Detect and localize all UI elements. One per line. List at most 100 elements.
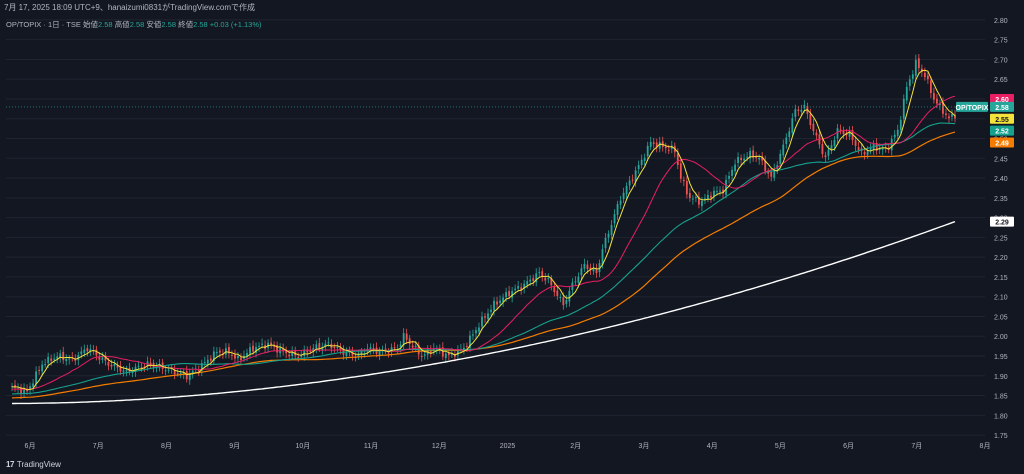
candle-body bbox=[601, 249, 604, 265]
candle-body bbox=[185, 370, 188, 380]
symbol-legend[interactable]: OP/TOPIX · 1日 · TSE 始値2.58 高値2.58 安値2.58… bbox=[6, 19, 262, 30]
candle-body bbox=[731, 169, 733, 176]
candle-body bbox=[800, 109, 803, 112]
candle-body bbox=[568, 290, 571, 302]
candle-body bbox=[655, 142, 658, 148]
candle-body bbox=[607, 233, 610, 238]
candle-body bbox=[713, 190, 715, 197]
candle-body bbox=[535, 273, 538, 283]
candle-body bbox=[634, 170, 637, 182]
price-tick-label: 2.45 bbox=[994, 156, 1008, 163]
candle-body bbox=[86, 348, 89, 352]
candle-body bbox=[688, 193, 691, 198]
candle-body bbox=[794, 109, 797, 117]
candle-body bbox=[300, 355, 303, 357]
candle-body bbox=[502, 297, 504, 302]
candle-body bbox=[89, 349, 92, 352]
price-tick-label: 2.10 bbox=[994, 295, 1008, 302]
candle-body bbox=[604, 237, 607, 249]
candle-body bbox=[101, 357, 104, 360]
candle-body bbox=[628, 180, 631, 186]
candle-body bbox=[149, 362, 152, 365]
candle-series bbox=[11, 54, 956, 399]
candle-body bbox=[336, 346, 339, 348]
candle-body bbox=[261, 343, 263, 345]
candle-body bbox=[598, 263, 601, 273]
time-tick-label: 11月 bbox=[364, 442, 378, 450]
candle-body bbox=[788, 131, 791, 138]
ma-line-pink bbox=[11, 95, 956, 390]
candle-body bbox=[616, 204, 619, 215]
candle-body bbox=[679, 163, 682, 179]
candle-body bbox=[743, 158, 746, 161]
candle-body bbox=[472, 334, 474, 336]
price-axis: 2.802.752.702.652.602.552.502.452.402.35… bbox=[994, 18, 1008, 440]
candle-body bbox=[137, 365, 140, 367]
price-tick-label: 2.20 bbox=[994, 255, 1008, 262]
candle-body bbox=[797, 109, 800, 111]
time-tick-label: 9月 bbox=[229, 442, 240, 450]
candle-body bbox=[357, 354, 360, 357]
candle-body bbox=[758, 157, 761, 160]
candle-body bbox=[363, 352, 366, 354]
candle-body bbox=[402, 333, 405, 346]
candle-body bbox=[164, 370, 167, 372]
candle-body bbox=[107, 362, 110, 366]
candle-body bbox=[113, 364, 116, 367]
candle-body bbox=[345, 352, 348, 356]
candle-body bbox=[20, 387, 22, 394]
candle-body bbox=[691, 198, 694, 200]
brand-footer[interactable]: 17 TradingView bbox=[6, 460, 61, 469]
price-tag-label: OP/TOPIX bbox=[956, 105, 989, 112]
candle-body bbox=[553, 286, 556, 293]
candle-body bbox=[716, 191, 718, 193]
candle-body bbox=[761, 156, 764, 161]
candle-body bbox=[384, 348, 387, 351]
candle-body bbox=[309, 350, 312, 352]
candle-body bbox=[833, 139, 836, 146]
candle-body bbox=[411, 345, 414, 348]
candle-body bbox=[282, 348, 285, 352]
candle-body bbox=[456, 349, 459, 356]
time-tick-label: 2025 bbox=[500, 443, 516, 450]
candle-body bbox=[610, 224, 613, 236]
price-tag-label: 2.29 bbox=[995, 220, 1009, 227]
candle-body bbox=[707, 194, 709, 199]
symbol-name: OP/TOPIX · 1日 · TSE bbox=[6, 20, 81, 29]
candle-body bbox=[803, 104, 806, 109]
candle-body bbox=[240, 357, 242, 361]
time-tick-label: 2月 bbox=[570, 442, 581, 450]
timestamp-credit: 7月 17, 2025 18:09 UTC+9、hanaizumi0831がTr… bbox=[4, 3, 256, 12]
candle-body bbox=[857, 147, 860, 150]
candle-body bbox=[182, 372, 185, 375]
high-label: 高値 bbox=[114, 20, 130, 29]
time-tick-label: 7月 bbox=[911, 442, 922, 450]
candle-body bbox=[420, 355, 423, 357]
candle-body bbox=[321, 346, 324, 351]
candle-body bbox=[206, 359, 209, 364]
candle-body bbox=[98, 356, 101, 360]
candle-body bbox=[369, 347, 372, 350]
open-value: 2.58 bbox=[97, 20, 113, 29]
candle-body bbox=[815, 132, 818, 136]
candle-body bbox=[926, 75, 929, 80]
candle-body bbox=[791, 118, 794, 133]
candle-body bbox=[481, 316, 483, 327]
candle-body bbox=[752, 150, 755, 158]
candle-body bbox=[35, 371, 38, 385]
candle-body bbox=[390, 347, 393, 352]
candle-body bbox=[511, 291, 514, 298]
low-label: 安値 bbox=[146, 20, 162, 29]
candle-body bbox=[249, 347, 251, 354]
candle-body bbox=[29, 386, 31, 390]
candle-body bbox=[685, 181, 688, 195]
candle-body bbox=[643, 157, 646, 161]
candle-body bbox=[270, 342, 273, 345]
ma-line-teal bbox=[11, 122, 956, 395]
close-value: 2.58 bbox=[193, 20, 208, 29]
price-tick-label: 2.05 bbox=[994, 314, 1008, 321]
candle-body bbox=[586, 264, 589, 270]
candle-body bbox=[583, 263, 586, 269]
candle-body bbox=[237, 356, 239, 359]
